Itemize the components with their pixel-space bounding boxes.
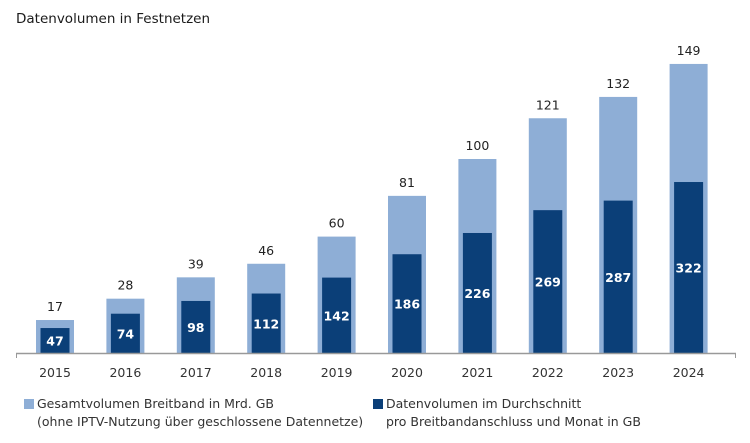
x-tick-label: 2022 — [532, 365, 564, 380]
x-tick-label: 2020 — [391, 365, 423, 380]
data-label-total: 60 — [329, 216, 345, 231]
data-label-total: 100 — [465, 138, 489, 153]
data-label-average: 142 — [324, 308, 350, 323]
chart-title: Datenvolumen in Festnetzen — [16, 11, 211, 27]
data-label-average: 322 — [676, 261, 702, 276]
data-label-average: 186 — [394, 297, 420, 312]
data-label-total: 121 — [536, 97, 560, 112]
data-label-total: 81 — [399, 175, 415, 190]
data-label-total: 28 — [117, 278, 133, 293]
x-tick-label: 2015 — [39, 365, 71, 380]
x-tick-label: 2018 — [250, 365, 282, 380]
x-tick-label: 2024 — [673, 365, 705, 380]
data-label-total: 149 — [677, 43, 701, 58]
data-label-total: 46 — [258, 243, 274, 258]
legend-label-line2: (ohne IPTV-Nutzung über geschlossene Dat… — [37, 414, 364, 429]
data-label-total: 39 — [188, 256, 204, 271]
bar-average-2024 — [674, 182, 704, 353]
x-tick-label: 2023 — [602, 365, 634, 380]
data-label-total: 17 — [47, 299, 63, 314]
legend-item-total-volume: Gesamtvolumen Breitband in Mrd. GB (ohne… — [24, 395, 363, 431]
x-tick-label: 2016 — [109, 365, 141, 380]
data-label-total: 132 — [606, 76, 630, 91]
bar-average-2019 — [322, 277, 352, 353]
x-tick-label: 2021 — [461, 365, 493, 380]
bar-average-2020 — [392, 254, 422, 353]
bar-average-2016 — [110, 313, 140, 353]
bar-average-2017 — [181, 300, 211, 353]
legend-item-avg-volume: Datenvolumen im Durchschnitt pro Breitba… — [373, 395, 641, 431]
legend-label-line1: Gesamtvolumen Breitband in Mrd. GB — [37, 396, 274, 411]
bar-average-2022 — [533, 210, 563, 353]
data-label-average: 74 — [117, 326, 135, 341]
legend-label-line2: pro Breitbandanschluss und Monat in GB — [386, 414, 641, 429]
data-label-average: 98 — [187, 320, 204, 335]
legend-swatch-light — [24, 399, 34, 409]
data-label-average: 47 — [46, 334, 63, 349]
bar-average-2015 — [40, 328, 70, 353]
x-tick-label: 2019 — [321, 365, 353, 380]
legend-label-line1: Datenvolumen im Durchschnitt — [386, 396, 582, 411]
data-label-average: 112 — [253, 316, 279, 331]
bar-average-2023 — [603, 200, 633, 353]
x-tick-label: 2017 — [180, 365, 212, 380]
bar-average-2018 — [251, 293, 281, 353]
data-label-average: 226 — [464, 286, 490, 301]
legend-swatch-dark — [373, 399, 383, 409]
data-label-average: 287 — [605, 270, 631, 285]
data-label-average: 269 — [535, 275, 561, 290]
bar-average-2021 — [462, 232, 492, 353]
